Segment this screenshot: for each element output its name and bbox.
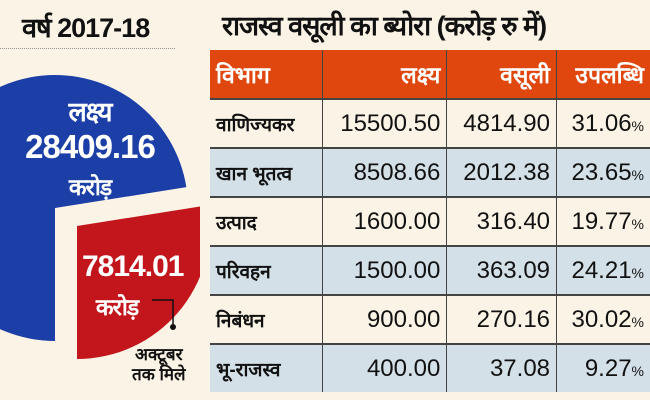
col-collected: वसूली xyxy=(446,50,557,99)
table-row: उत्पाद 1600.00 316.40 19.77% xyxy=(210,196,650,246)
table-row: परिवहन 1500.00 363.09 24.21% xyxy=(210,245,650,295)
col-target: लक्ष्य xyxy=(321,50,447,99)
pie-slice-target xyxy=(0,75,187,341)
cell-achievement: 24.21% xyxy=(556,245,650,295)
target-unit: करोड़ xyxy=(68,174,112,200)
year-heading: वर्ष 2017-18 xyxy=(22,13,150,43)
cell-target: 15500.50 xyxy=(321,98,447,148)
table-header: विभाग लक्ष्य वसूली उपलब्धि xyxy=(210,50,650,99)
cell-dept: परिवहन xyxy=(210,245,323,295)
pct-value: 23.65 xyxy=(571,158,632,186)
cell-achievement: 9.27% xyxy=(556,343,650,392)
cell-achievement: 19.77% xyxy=(556,196,650,246)
pct-sign: % xyxy=(631,362,644,379)
col-achievement: उपलब्धि xyxy=(556,50,650,99)
pct-sign: % xyxy=(631,117,644,134)
target-value: 28409.16 xyxy=(25,128,156,165)
table-row: वाणिज्यकर 15500.50 4814.90 31.06% xyxy=(210,98,650,148)
cell-collected: 4814.90 xyxy=(446,98,557,148)
pct-value: 30.02 xyxy=(571,305,632,333)
table-row: खान भूतत्व 8508.66 2012.38 23.65% xyxy=(210,147,650,197)
pct-sign: % xyxy=(631,264,644,281)
cell-achievement: 30.02% xyxy=(556,294,650,344)
cell-achievement: 23.65% xyxy=(556,147,650,197)
pct-value: 31.06 xyxy=(571,109,632,137)
cell-dept: भू-राजस्व xyxy=(210,343,323,392)
note-line-1: अक्टूबर xyxy=(135,345,183,364)
cell-target: 1600.00 xyxy=(321,196,447,246)
pie-chart xyxy=(0,75,200,359)
collected-note: अक्टूबर तक मिले xyxy=(132,345,186,385)
pct-sign: % xyxy=(631,166,644,183)
callout-dot xyxy=(170,324,176,330)
target-label: लक्ष्य xyxy=(68,97,113,127)
pct-sign: % xyxy=(631,215,644,232)
cell-collected: 37.08 xyxy=(446,343,557,392)
pct-value: 9.27 xyxy=(584,354,632,382)
col-dept: विभाग xyxy=(210,50,323,99)
divider xyxy=(0,48,175,49)
revenue-table: विभाग लक्ष्य वसूली उपलब्धि वाणिज्यकर 155… xyxy=(210,50,650,392)
pct-value: 24.21 xyxy=(571,256,632,284)
table-title: राजस्व वसूली का ब्योरा (करोड़ रु में) xyxy=(222,11,547,41)
collected-value: 7814.01 xyxy=(82,250,184,283)
cell-dept: वाणिज्यकर xyxy=(210,98,323,148)
table-row: निबंधन 900.00 270.16 30.02% xyxy=(210,294,650,344)
pie-slice-collected xyxy=(77,206,200,359)
cell-dept: उत्पाद xyxy=(210,196,323,246)
collected-unit: करोड़ xyxy=(95,294,139,320)
cell-dept: खान भूतत्व xyxy=(210,147,323,197)
callout-line xyxy=(152,299,174,325)
note-line-2: तक मिले xyxy=(132,365,186,384)
cell-target: 900.00 xyxy=(321,294,447,344)
cell-target: 400.00 xyxy=(321,343,447,392)
cell-target: 8508.66 xyxy=(321,147,447,197)
cell-collected: 363.09 xyxy=(446,245,557,295)
table-row: भू-राजस्व 400.00 37.08 9.27% xyxy=(210,343,650,392)
pct-value: 19.77 xyxy=(571,207,632,235)
cell-collected: 270.16 xyxy=(446,294,557,344)
cell-collected: 2012.38 xyxy=(446,147,557,197)
cell-achievement: 31.06% xyxy=(556,98,650,148)
pct-sign: % xyxy=(631,313,644,330)
cell-target: 1500.00 xyxy=(321,245,447,295)
cell-collected: 316.40 xyxy=(446,196,557,246)
cell-dept: निबंधन xyxy=(210,294,323,344)
